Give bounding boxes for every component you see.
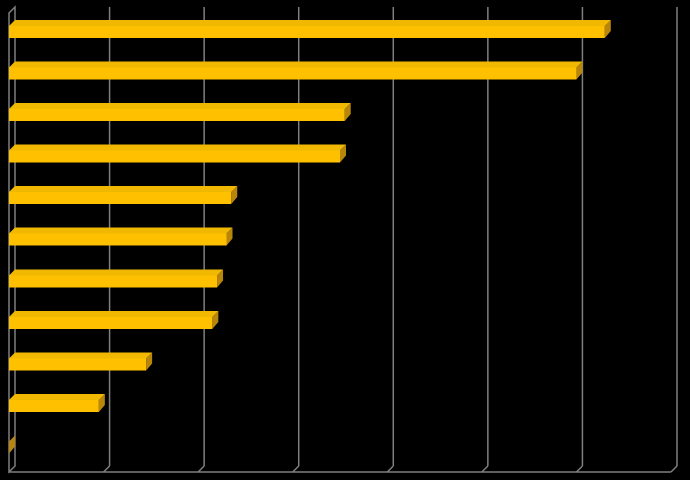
bar-front (9, 358, 147, 371)
bar-side (9, 435, 15, 454)
bar-top (9, 186, 238, 192)
bar-front (9, 275, 218, 288)
bar-top (9, 61, 583, 68)
bar-front (9, 150, 340, 163)
bar-1 (9, 20, 611, 38)
bar-front (9, 233, 227, 246)
floor-tick-7 (670, 465, 678, 473)
floor-tick-4 (386, 465, 394, 473)
bar-front (9, 400, 99, 412)
bar-side (217, 269, 224, 288)
bar-front (9, 67, 577, 80)
bar-2 (9, 61, 583, 80)
bar-5 (9, 186, 238, 204)
bar-6 (9, 227, 233, 246)
bar-top (9, 144, 346, 151)
bar-10 (9, 394, 105, 412)
bar-front (9, 317, 213, 329)
bar-3 (9, 103, 351, 121)
bar-side (344, 103, 351, 121)
floor-tick-6 (575, 465, 583, 473)
bar-9 (9, 352, 153, 371)
bar-top (9, 103, 351, 109)
bar-4 (9, 144, 346, 163)
bar-front (9, 192, 232, 204)
bar-side (98, 394, 105, 412)
bar-side (231, 186, 238, 204)
bar-side (340, 144, 346, 163)
floor-tick-5 (481, 465, 489, 473)
bar-side (226, 227, 233, 246)
bar-top (9, 227, 233, 234)
bar-top (9, 352, 153, 359)
bars (9, 20, 611, 454)
bar-side (146, 352, 153, 371)
bar-top (9, 311, 219, 317)
bar-7 (9, 269, 224, 288)
bar-8 (9, 311, 219, 329)
floor-tick-1 (103, 465, 111, 473)
bar-front (9, 26, 605, 38)
bar-11 (9, 435, 15, 454)
bar-side (212, 311, 219, 329)
floor-tick-2 (197, 465, 205, 473)
bar-top (9, 394, 105, 400)
bar-top (9, 20, 611, 26)
bar-top (9, 269, 224, 276)
floor-tick-3 (292, 465, 300, 473)
bar-side (604, 20, 611, 38)
bar-side (576, 61, 583, 80)
bar-front (9, 109, 345, 121)
